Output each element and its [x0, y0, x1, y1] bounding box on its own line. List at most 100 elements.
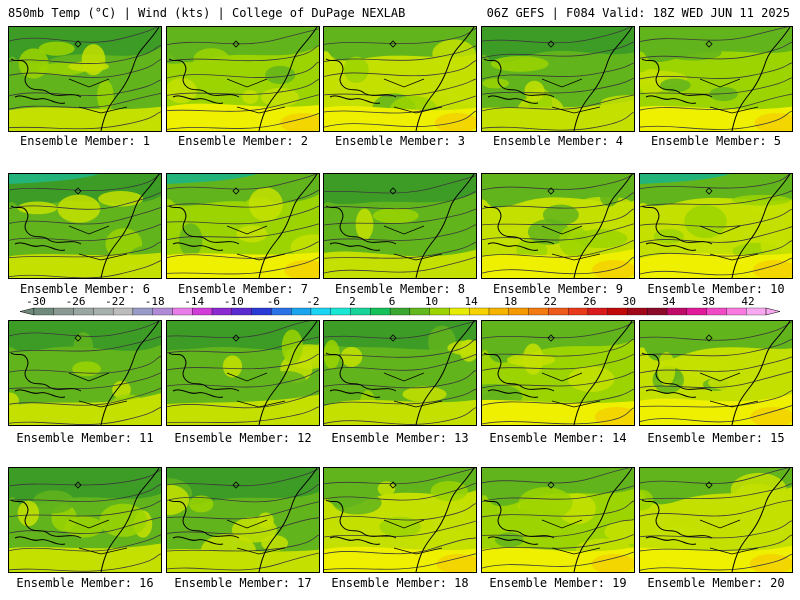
diamond-marker — [389, 40, 397, 48]
coastline — [573, 321, 633, 425]
coastline — [100, 27, 160, 131]
colorbar-segment — [152, 307, 173, 316]
state-borders — [226, 519, 286, 555]
wind-streamline — [482, 27, 631, 44]
colorbar-tick-label: -10 — [224, 296, 244, 308]
temperature-blob — [17, 500, 40, 527]
warm-region — [9, 252, 161, 278]
colorbar-segment — [528, 307, 549, 316]
wind-streamline — [167, 174, 318, 190]
coastline — [415, 321, 475, 425]
coastline — [415, 468, 475, 572]
temperature-blob — [38, 41, 75, 56]
great-lakes-outline — [325, 352, 397, 392]
coastline — [258, 468, 318, 572]
colorbar-segment — [706, 307, 727, 316]
wind-streamline — [167, 552, 319, 571]
ensemble-panel — [166, 26, 320, 132]
great-lakes-outline — [483, 58, 555, 98]
wind-streamline — [640, 468, 790, 484]
wind-streamline — [640, 110, 792, 130]
ensemble-member-label: Ensemble Member: 14 — [489, 431, 627, 445]
state-borders — [383, 372, 443, 408]
wind-streamline — [482, 534, 634, 551]
colorbar-tick-label: -22 — [105, 296, 125, 308]
colorbar-segment — [172, 307, 193, 316]
wind-streamline — [167, 189, 319, 208]
wind-streamline — [9, 192, 161, 210]
wind-streamline — [482, 353, 634, 371]
ensemble-member-label: Ensemble Member: 15 — [647, 431, 785, 445]
great-lakes-outline — [168, 499, 240, 539]
wind-streamline — [324, 78, 476, 97]
colorbar-segment — [429, 307, 450, 316]
colorbar-segment — [310, 307, 331, 316]
colorbar-left-arrow — [19, 307, 35, 316]
wind-streamline — [324, 388, 476, 406]
temperature-blob — [167, 484, 190, 515]
colorbar-segment — [449, 307, 470, 316]
temperature-blob — [402, 386, 447, 403]
ensemble-panel — [8, 26, 162, 132]
lake-erie-outline — [14, 95, 66, 104]
ensemble-member-label: Ensemble Member: 11 — [16, 431, 154, 445]
great-lakes-outline — [641, 205, 713, 245]
state-borders — [699, 78, 759, 114]
ensemble-panel — [323, 173, 477, 279]
ensemble-member-label: Ensemble Member: 10 — [647, 282, 785, 296]
lake-erie-outline — [329, 536, 381, 545]
colorbar-tick-label: -30 — [26, 296, 46, 308]
state-borders — [699, 225, 759, 261]
ensemble-panel — [8, 320, 162, 426]
colorbar-segment — [389, 307, 411, 316]
wind-streamline — [324, 503, 476, 521]
temperature-blob — [522, 343, 544, 375]
great-lakes-outline — [10, 499, 82, 539]
great-lakes-outline — [641, 499, 713, 539]
temperature-blob — [265, 65, 296, 85]
wind-streamline — [482, 388, 634, 406]
wind-streamline — [9, 534, 161, 552]
coastline — [100, 468, 160, 572]
colorbar-segment — [251, 307, 272, 316]
colorbar-segment — [350, 307, 371, 316]
great-lakes-outline — [10, 58, 82, 98]
ensemble-member-label: Ensemble Member: 5 — [650, 134, 782, 148]
diamond-marker — [705, 334, 713, 342]
temperature-blob — [756, 79, 791, 97]
temperature-blob — [372, 208, 419, 224]
temperature-blob — [657, 352, 676, 386]
coastline — [731, 27, 791, 131]
temperature-blob — [260, 88, 300, 107]
diamond-marker — [389, 334, 397, 342]
temperature-blob — [32, 490, 75, 514]
diamond-marker — [389, 187, 397, 195]
lake-erie-outline — [172, 242, 224, 251]
warm-region — [9, 543, 161, 572]
temperature-blob — [72, 361, 101, 377]
wind-streamline — [324, 482, 476, 501]
colorbar-segment — [627, 307, 648, 316]
lake-erie-outline — [487, 389, 539, 398]
wind-streamline — [9, 44, 161, 64]
wind-streamline — [482, 551, 634, 569]
state-borders — [68, 372, 128, 408]
diamond-marker — [705, 187, 713, 195]
ensemble-member-label: Ensemble Member: 20 — [647, 576, 785, 590]
diamond-marker — [232, 40, 240, 48]
wind-streamline — [324, 520, 476, 538]
state-borders — [541, 519, 601, 555]
diamond-marker — [74, 40, 82, 48]
wind-streamline — [324, 110, 476, 128]
wind-streamline — [167, 61, 319, 79]
wind-streamline — [167, 28, 319, 46]
wind-streamline — [167, 501, 319, 520]
wind-streamline — [324, 191, 476, 210]
wind-streamline — [167, 369, 319, 388]
wind-streamline — [482, 239, 634, 258]
temperature-blob — [518, 487, 573, 519]
wind-streamline — [482, 111, 634, 131]
great-lakes-outline — [483, 499, 555, 539]
temperature-blob — [658, 335, 713, 351]
wind-streamline — [482, 223, 634, 241]
